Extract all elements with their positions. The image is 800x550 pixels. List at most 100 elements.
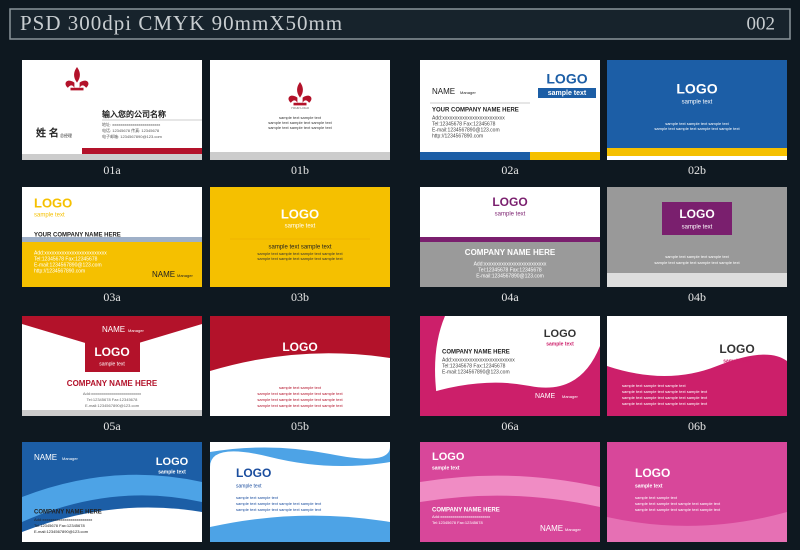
card-shape: [420, 237, 600, 242]
card-text: sample text: [682, 100, 713, 106]
card-text: LOGO: [546, 71, 587, 87]
card-text: NAME: [535, 393, 556, 400]
header-number: 002: [747, 13, 776, 34]
card-shape: [210, 152, 390, 160]
card-text: sample text: [34, 213, 65, 219]
card-text: E-mail:1234567890@123.com: [34, 262, 102, 268]
card-text: E-mail:1234567890@123.com: [476, 273, 544, 279]
card-text: LOGO: [679, 207, 714, 221]
card-text: sample text sample text: [236, 495, 279, 500]
business-card: LOGO sample text YOUR COMPANY NAME HERE Add…: [22, 187, 202, 287]
card-shape: [662, 202, 732, 235]
card-text: sample text sample text: [279, 385, 322, 390]
card-text: YOUR COMPANY NAME HERE: [34, 233, 121, 239]
card-text: LOGO: [635, 466, 670, 480]
card-text: Add:xxxxxxxxxxxxxxxxxxxxxxxxx: [34, 517, 92, 522]
card-shape: [210, 316, 390, 371]
card-shape: [607, 354, 787, 416]
card-text: Tel:12345678 Fax:12345678: [34, 523, 85, 528]
card-text: sample text: [236, 483, 262, 489]
card-text: LOGO: [94, 345, 129, 359]
card-text: sample text sample text sample text samp…: [257, 403, 343, 408]
card-shape: [22, 474, 202, 522]
card-label: 03b: [291, 290, 309, 304]
card-text: 输入您的公司名称: [102, 109, 166, 119]
card-text: E-mail:1234567890@123.com: [442, 369, 510, 375]
card-text: NAME: [432, 87, 455, 96]
card-text: sample text: [635, 483, 663, 489]
card-text: sample text sample text sample text: [665, 254, 729, 259]
card-text: NAME: [152, 270, 175, 279]
business-card: LOGO sample text sample text sample text s…: [607, 187, 787, 287]
card-text: Add:xxxxxxxxxxxxxxxxxxxxxxxxx: [442, 357, 515, 363]
card-label: 04b: [688, 290, 706, 304]
card-text: sample text: [285, 224, 316, 230]
card-text: Tel:12345678 Fax:12345678: [442, 363, 506, 369]
card-text: YOUR LOGO: [291, 106, 310, 110]
card-text: NAME: [540, 524, 563, 533]
card-label: 05b: [291, 419, 309, 433]
card-shape: [210, 515, 390, 542]
card-text: sample text sample text sample text samp…: [654, 260, 740, 265]
card-text: LOGO: [492, 195, 527, 209]
card-shape: [607, 273, 787, 287]
card-label: 04a: [501, 290, 519, 304]
card-text: LOGO: [156, 456, 189, 468]
card-text: sample text sample text sample text samp…: [257, 391, 343, 396]
card-shape: [420, 152, 530, 160]
card-text: sample text sample text sample text samp…: [236, 501, 322, 506]
card-text: 姓 名: [35, 127, 59, 140]
card-text: sample text: [285, 358, 316, 364]
card-text: YOUR COMPANY NAME HERE: [432, 108, 519, 114]
business-card: LOGO sample text sample text sample text s…: [607, 60, 787, 160]
business-card: LOGO sample text sample text sample text s…: [607, 316, 787, 416]
card-text: sample text: [495, 212, 526, 218]
card-text: http://1234567890.com: [432, 133, 483, 139]
card-text: COMPANY NAME HERE: [442, 350, 510, 356]
card-text: E-mail:1234567890@123.com: [432, 127, 500, 133]
card-text: LOGO: [34, 195, 72, 210]
card-text: 总经理: [60, 132, 72, 138]
card-label: 01b: [291, 163, 309, 177]
card-shape: [420, 242, 600, 287]
card-shape: [420, 475, 600, 507]
card-label: 06b: [688, 419, 706, 433]
card-text: http://1234567890.com: [34, 268, 85, 274]
card-text: sample text sample text sample text samp…: [236, 507, 322, 512]
card-text: Add:xxxxxxxxxxxxxxxxxxxxxxxxx: [34, 250, 107, 256]
card-text: Tel:12345678 Fax:12345678: [432, 520, 483, 525]
card-text: Manager: [177, 273, 193, 278]
card-text: LOGO: [282, 340, 317, 354]
card-shape: [210, 60, 390, 160]
card-shape: [607, 156, 787, 160]
card-label: 02a: [501, 163, 519, 177]
card-text: COMPANY NAME HERE: [34, 510, 102, 516]
card-text: sample text sample text sample text samp…: [654, 126, 740, 131]
logo-icon: [288, 82, 312, 106]
card-text: sample text sample text sample text samp…: [622, 395, 708, 400]
card-text: sample text sample text: [279, 115, 322, 120]
card-text: NAME: [102, 325, 125, 334]
card-text: sample text: [548, 90, 587, 97]
card-text: Add:xxxxxxxxxxxxxxxxxxxxxxxxx: [432, 514, 490, 519]
card-text: Tel:12345678 Fax:12345678: [478, 267, 542, 273]
card-text: sample text: [432, 465, 460, 471]
card-text: LOGO: [236, 466, 271, 480]
card-label: 05a: [103, 419, 121, 433]
card-text: sample text sample text sample text samp…: [257, 256, 343, 261]
card-text: sample text sample text sample text samp…: [635, 501, 721, 506]
card-shape: [22, 316, 202, 351]
card-shape: [210, 447, 390, 467]
card-text: sample text sample text sample text: [268, 125, 332, 130]
card-shape: [607, 512, 787, 542]
card-label: 01a: [103, 163, 121, 177]
card-shape: [530, 152, 600, 160]
card-text: sample text: [99, 361, 125, 367]
card-text: Manager: [128, 328, 144, 333]
business-card: LOGO sample text NAME Manager YOUR COMPANY N…: [420, 60, 600, 160]
header-bar: [9, 8, 791, 40]
